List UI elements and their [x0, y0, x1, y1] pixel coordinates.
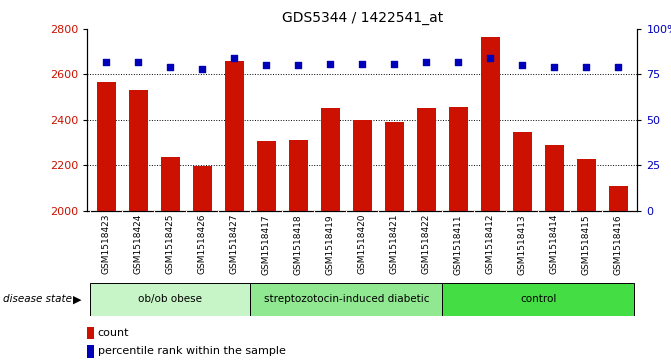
Text: ob/ob obese: ob/ob obese [138, 294, 203, 305]
Point [165, 64, 176, 70]
Text: GSM1518418: GSM1518418 [294, 214, 303, 275]
Point [421, 59, 431, 65]
Point [357, 61, 368, 66]
Point [485, 55, 496, 61]
Point [133, 59, 144, 65]
Point [197, 66, 208, 72]
Bar [91, 283, 250, 316]
Bar [442, 283, 634, 316]
Text: GSM1518422: GSM1518422 [422, 214, 431, 274]
Bar [87, 345, 95, 358]
Text: GSM1518426: GSM1518426 [198, 214, 207, 274]
Bar [193, 166, 212, 211]
Point [581, 64, 592, 70]
Text: control: control [520, 294, 556, 305]
Bar [449, 107, 468, 211]
Bar [480, 37, 500, 211]
Bar [87, 327, 95, 339]
Text: GSM1518424: GSM1518424 [134, 214, 143, 274]
Text: GSM1518421: GSM1518421 [390, 214, 399, 274]
Point [389, 61, 400, 66]
Text: GSM1518416: GSM1518416 [614, 214, 623, 275]
Bar [161, 157, 180, 211]
Point [453, 59, 464, 65]
Text: GSM1518419: GSM1518419 [326, 214, 335, 275]
Point [261, 62, 272, 68]
Text: GSM1518412: GSM1518412 [486, 214, 495, 274]
Text: GSM1518417: GSM1518417 [262, 214, 271, 275]
Text: GSM1518427: GSM1518427 [230, 214, 239, 274]
Text: GSM1518423: GSM1518423 [102, 214, 111, 274]
Bar [576, 159, 596, 211]
Bar [225, 61, 244, 211]
Bar [289, 140, 308, 211]
Bar [129, 90, 148, 211]
Bar [321, 109, 340, 211]
Text: GSM1518411: GSM1518411 [454, 214, 463, 275]
Text: percentile rank within the sample: percentile rank within the sample [98, 346, 286, 356]
Point [101, 59, 112, 65]
Point [293, 62, 304, 68]
Bar [257, 141, 276, 211]
Text: GSM1518425: GSM1518425 [166, 214, 175, 274]
Bar [513, 132, 532, 211]
Text: disease state: disease state [3, 294, 72, 305]
Text: GSM1518415: GSM1518415 [582, 214, 590, 275]
Bar [353, 120, 372, 211]
Text: count: count [98, 328, 130, 338]
Point [549, 64, 560, 70]
Text: GSM1518413: GSM1518413 [518, 214, 527, 275]
Title: GDS5344 / 1422541_at: GDS5344 / 1422541_at [282, 11, 443, 25]
Text: GSM1518414: GSM1518414 [550, 214, 559, 274]
Point [517, 62, 527, 68]
Text: streptozotocin-induced diabetic: streptozotocin-induced diabetic [264, 294, 429, 305]
Point [229, 55, 240, 61]
Text: GSM1518420: GSM1518420 [358, 214, 367, 274]
Bar [250, 283, 442, 316]
Bar [609, 185, 628, 211]
Bar [384, 122, 404, 211]
Bar [417, 109, 436, 211]
Bar [97, 82, 116, 211]
Point [613, 64, 623, 70]
Bar [545, 145, 564, 211]
Text: ▶: ▶ [73, 294, 81, 305]
Point [325, 61, 336, 66]
